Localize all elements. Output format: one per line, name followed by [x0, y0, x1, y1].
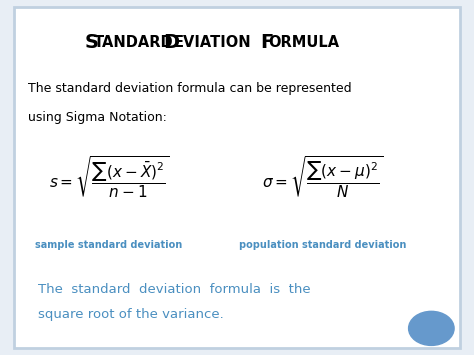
Text: The  standard  deviation  formula  is  the: The standard deviation formula is the — [38, 283, 310, 296]
Text: $s = \sqrt{\dfrac{\sum\left(x-\bar{X}\right)^{2}}{n-1}}$: $s = \sqrt{\dfrac{\sum\left(x-\bar{X}\ri… — [49, 154, 169, 201]
Text: square root of the variance.: square root of the variance. — [38, 308, 224, 321]
Text: TANDARD: TANDARD — [94, 35, 173, 50]
Circle shape — [409, 311, 454, 345]
Text: The standard deviation formula can be represented: The standard deviation formula can be re… — [28, 82, 352, 95]
Text: F: F — [260, 33, 273, 52]
Text: population standard deviation: population standard deviation — [238, 240, 406, 250]
Text: ORMULA: ORMULA — [268, 35, 339, 50]
Text: EVIATION: EVIATION — [174, 35, 252, 50]
Text: $\sigma = \sqrt{\dfrac{\sum\left(x-\mu\right)^{2}}{N}}$: $\sigma = \sqrt{\dfrac{\sum\left(x-\mu\r… — [262, 155, 383, 200]
Text: using Sigma Notation:: using Sigma Notation: — [28, 111, 167, 124]
Text: S: S — [84, 33, 99, 52]
Text: sample standard deviation: sample standard deviation — [36, 240, 182, 250]
Text: D: D — [164, 33, 180, 52]
